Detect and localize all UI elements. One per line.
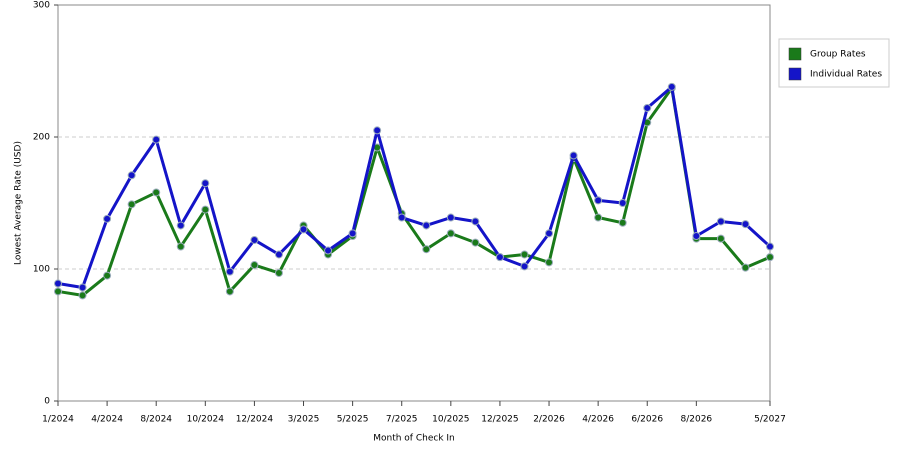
point xyxy=(176,242,185,251)
legend-label: Individual Rates xyxy=(810,70,882,80)
point xyxy=(692,232,701,240)
y-tick-label: 200 xyxy=(33,133,50,143)
x-tick-label: 7/2025 xyxy=(386,415,418,425)
series-line xyxy=(57,86,771,297)
point xyxy=(274,268,283,277)
point xyxy=(127,171,136,180)
point xyxy=(422,221,431,230)
point xyxy=(348,229,357,238)
x-tick-label: 3/2025 xyxy=(288,415,320,425)
x-tick-label: 2/2026 xyxy=(533,415,565,425)
plot-area xyxy=(57,4,771,402)
y-axis-label: Lowest Average Rate (USD) xyxy=(14,141,24,265)
point xyxy=(78,291,87,300)
point xyxy=(250,235,259,244)
point xyxy=(397,213,406,222)
legend-label: Group Rates xyxy=(810,50,866,60)
point xyxy=(446,229,455,238)
point xyxy=(324,246,333,255)
point xyxy=(618,199,627,207)
point xyxy=(520,250,529,259)
point xyxy=(201,179,210,188)
point xyxy=(127,200,136,209)
point xyxy=(716,217,725,226)
point xyxy=(176,221,185,230)
x-tick-label: 8/2024 xyxy=(140,415,172,425)
point xyxy=(766,253,774,262)
point xyxy=(225,287,234,296)
point xyxy=(250,261,259,270)
y-tick-label: 0 xyxy=(44,397,50,407)
x-tick-label: 5/2027 xyxy=(754,415,786,425)
point xyxy=(446,213,455,222)
x-tick-label: 5/2025 xyxy=(337,415,369,425)
legend-swatch xyxy=(788,67,802,81)
x-tick-label: 6/2026 xyxy=(631,415,663,425)
x-tick-label: 1/2024 xyxy=(42,415,74,425)
point xyxy=(545,229,554,238)
x-tick-label: 10/2025 xyxy=(432,415,469,425)
legend-swatch xyxy=(788,47,802,61)
series-line xyxy=(57,85,772,289)
point xyxy=(594,213,603,222)
point xyxy=(274,250,283,259)
point xyxy=(103,214,112,223)
x-tick-label: 12/2024 xyxy=(236,415,274,425)
point xyxy=(594,196,603,205)
x-tick-label: 10/2024 xyxy=(187,415,225,425)
point xyxy=(741,220,750,229)
x-tick-label: 8/2026 xyxy=(681,415,713,425)
point xyxy=(78,283,87,292)
point xyxy=(471,217,480,226)
point xyxy=(225,267,234,276)
point xyxy=(520,262,529,271)
point xyxy=(422,245,431,254)
point xyxy=(299,225,308,234)
point xyxy=(618,218,627,227)
point xyxy=(569,151,578,160)
x-tick-label: 4/2026 xyxy=(582,415,614,425)
point xyxy=(471,238,480,247)
point xyxy=(152,188,161,197)
point xyxy=(201,205,210,214)
point xyxy=(643,103,652,112)
y-tick-label: 100 xyxy=(33,265,50,275)
point xyxy=(103,271,112,280)
point xyxy=(54,287,62,296)
x-axis-label: Month of Check In xyxy=(373,434,455,444)
point xyxy=(152,135,161,144)
point xyxy=(741,263,750,272)
point xyxy=(54,279,62,288)
point xyxy=(667,82,676,91)
point xyxy=(545,258,554,267)
point xyxy=(373,126,382,135)
x-tick-label: 12/2025 xyxy=(481,415,518,425)
point xyxy=(716,234,725,243)
y-tick-label: 300 xyxy=(33,1,50,11)
point xyxy=(766,242,774,251)
point xyxy=(495,253,504,262)
x-tick-label: 4/2024 xyxy=(91,415,123,425)
